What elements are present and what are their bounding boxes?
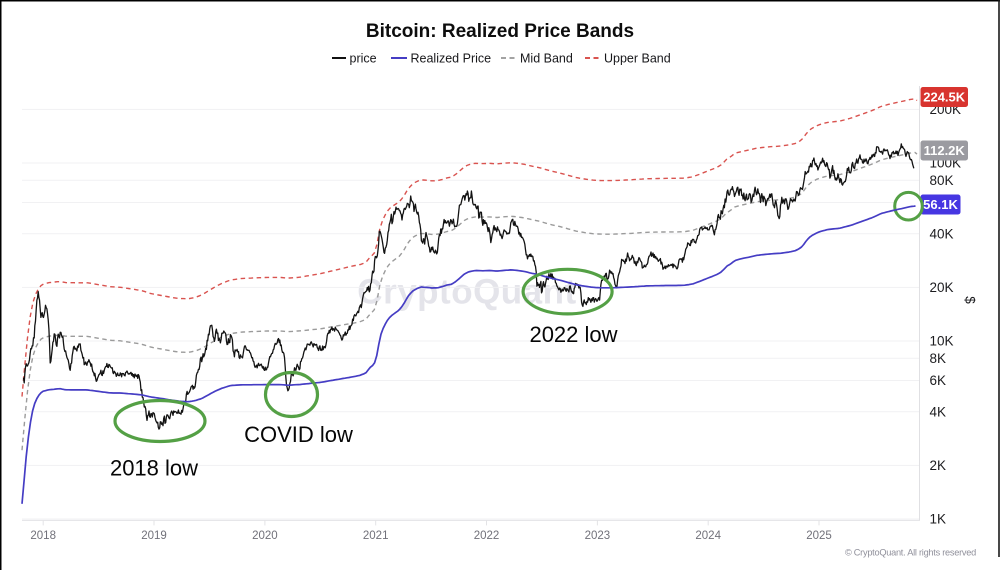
svg-text:40K: 40K (930, 227, 954, 242)
svg-text:2021: 2021 (363, 530, 389, 542)
svg-text:1K: 1K (930, 512, 947, 527)
svg-text:80K: 80K (930, 173, 954, 188)
svg-text:2025: 2025 (806, 530, 832, 542)
svg-text:8K: 8K (930, 351, 947, 366)
svg-text:20K: 20K (930, 280, 954, 295)
svg-text:Realized Price: Realized Price (411, 51, 492, 65)
svg-text:6K: 6K (930, 373, 947, 388)
svg-text:112.2K: 112.2K (924, 143, 966, 158)
svg-text:$: $ (963, 296, 978, 304)
svg-text:2022: 2022 (474, 530, 500, 542)
svg-text:COVID low: COVID low (244, 422, 353, 447)
svg-text:Mid Band: Mid Band (520, 51, 573, 65)
svg-text:2019: 2019 (141, 530, 167, 542)
svg-text:2018 low: 2018 low (110, 456, 198, 481)
svg-text:2024: 2024 (695, 530, 721, 542)
svg-text:4K: 4K (930, 405, 947, 420)
svg-text:2020: 2020 (252, 530, 278, 542)
svg-text:10K: 10K (930, 334, 954, 349)
svg-text:224.5K: 224.5K (923, 90, 966, 105)
svg-text:2K: 2K (930, 458, 947, 473)
svg-text:CryptoQuant: CryptoQuant (357, 273, 576, 312)
svg-text:Upper Band: Upper Band (604, 51, 671, 65)
svg-text:56.1K: 56.1K (923, 197, 958, 212)
svg-text:© CryptoQuant. All rights rese: © CryptoQuant. All rights reserved (845, 548, 976, 558)
svg-text:2022 low: 2022 low (529, 322, 617, 347)
svg-text:2023: 2023 (585, 530, 611, 542)
svg-text:price: price (350, 51, 377, 65)
svg-text:2018: 2018 (30, 530, 56, 542)
svg-text:Bitcoin: Realized Price Bands: Bitcoin: Realized Price Bands (366, 21, 634, 42)
